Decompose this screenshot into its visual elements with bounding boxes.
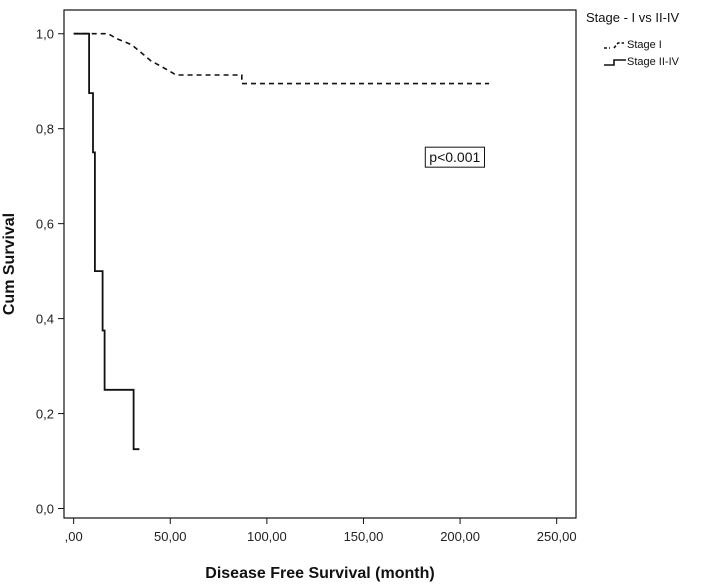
p-value-annotation: p<0.001 xyxy=(424,146,486,168)
x-tick-label: 50,00 xyxy=(154,529,187,544)
y-tick-label: 0,0 xyxy=(36,502,54,517)
x-tick-label: 150,00 xyxy=(344,529,384,544)
y-tick-label: 0,4 xyxy=(36,312,54,327)
p-value-text: p<0.001 xyxy=(429,149,480,165)
y-tick-label: 0,6 xyxy=(36,217,54,232)
x-tick-label: 100,00 xyxy=(247,529,287,544)
y-tick-label: 0,2 xyxy=(36,407,54,422)
x-tick-label: ,00 xyxy=(65,529,83,544)
series-line-stage-ii-iv xyxy=(73,32,140,451)
y-tick-label: 1,0 xyxy=(36,27,54,42)
y-axis-title: Cum Survival xyxy=(1,213,18,315)
series-line-stage-i xyxy=(73,32,490,85)
x-tick-label: 200,00 xyxy=(440,529,480,544)
legend-symbol-stage-i xyxy=(604,42,624,49)
legend-label-stage-ii-iv: Stage II-IV xyxy=(627,56,680,68)
legend-label-stage-i: Stage I xyxy=(627,39,662,51)
x-axis-title: Disease Free Survival (month) xyxy=(205,565,434,582)
legend-title: Stage - I vs II-IV xyxy=(586,10,680,25)
x-tick-label: 250,00 xyxy=(537,529,577,544)
plot-frame xyxy=(63,9,577,519)
legend-symbol-stage-ii-iv xyxy=(604,59,626,66)
y-tick-label: 0,8 xyxy=(36,122,54,137)
p-value-box xyxy=(424,146,486,168)
